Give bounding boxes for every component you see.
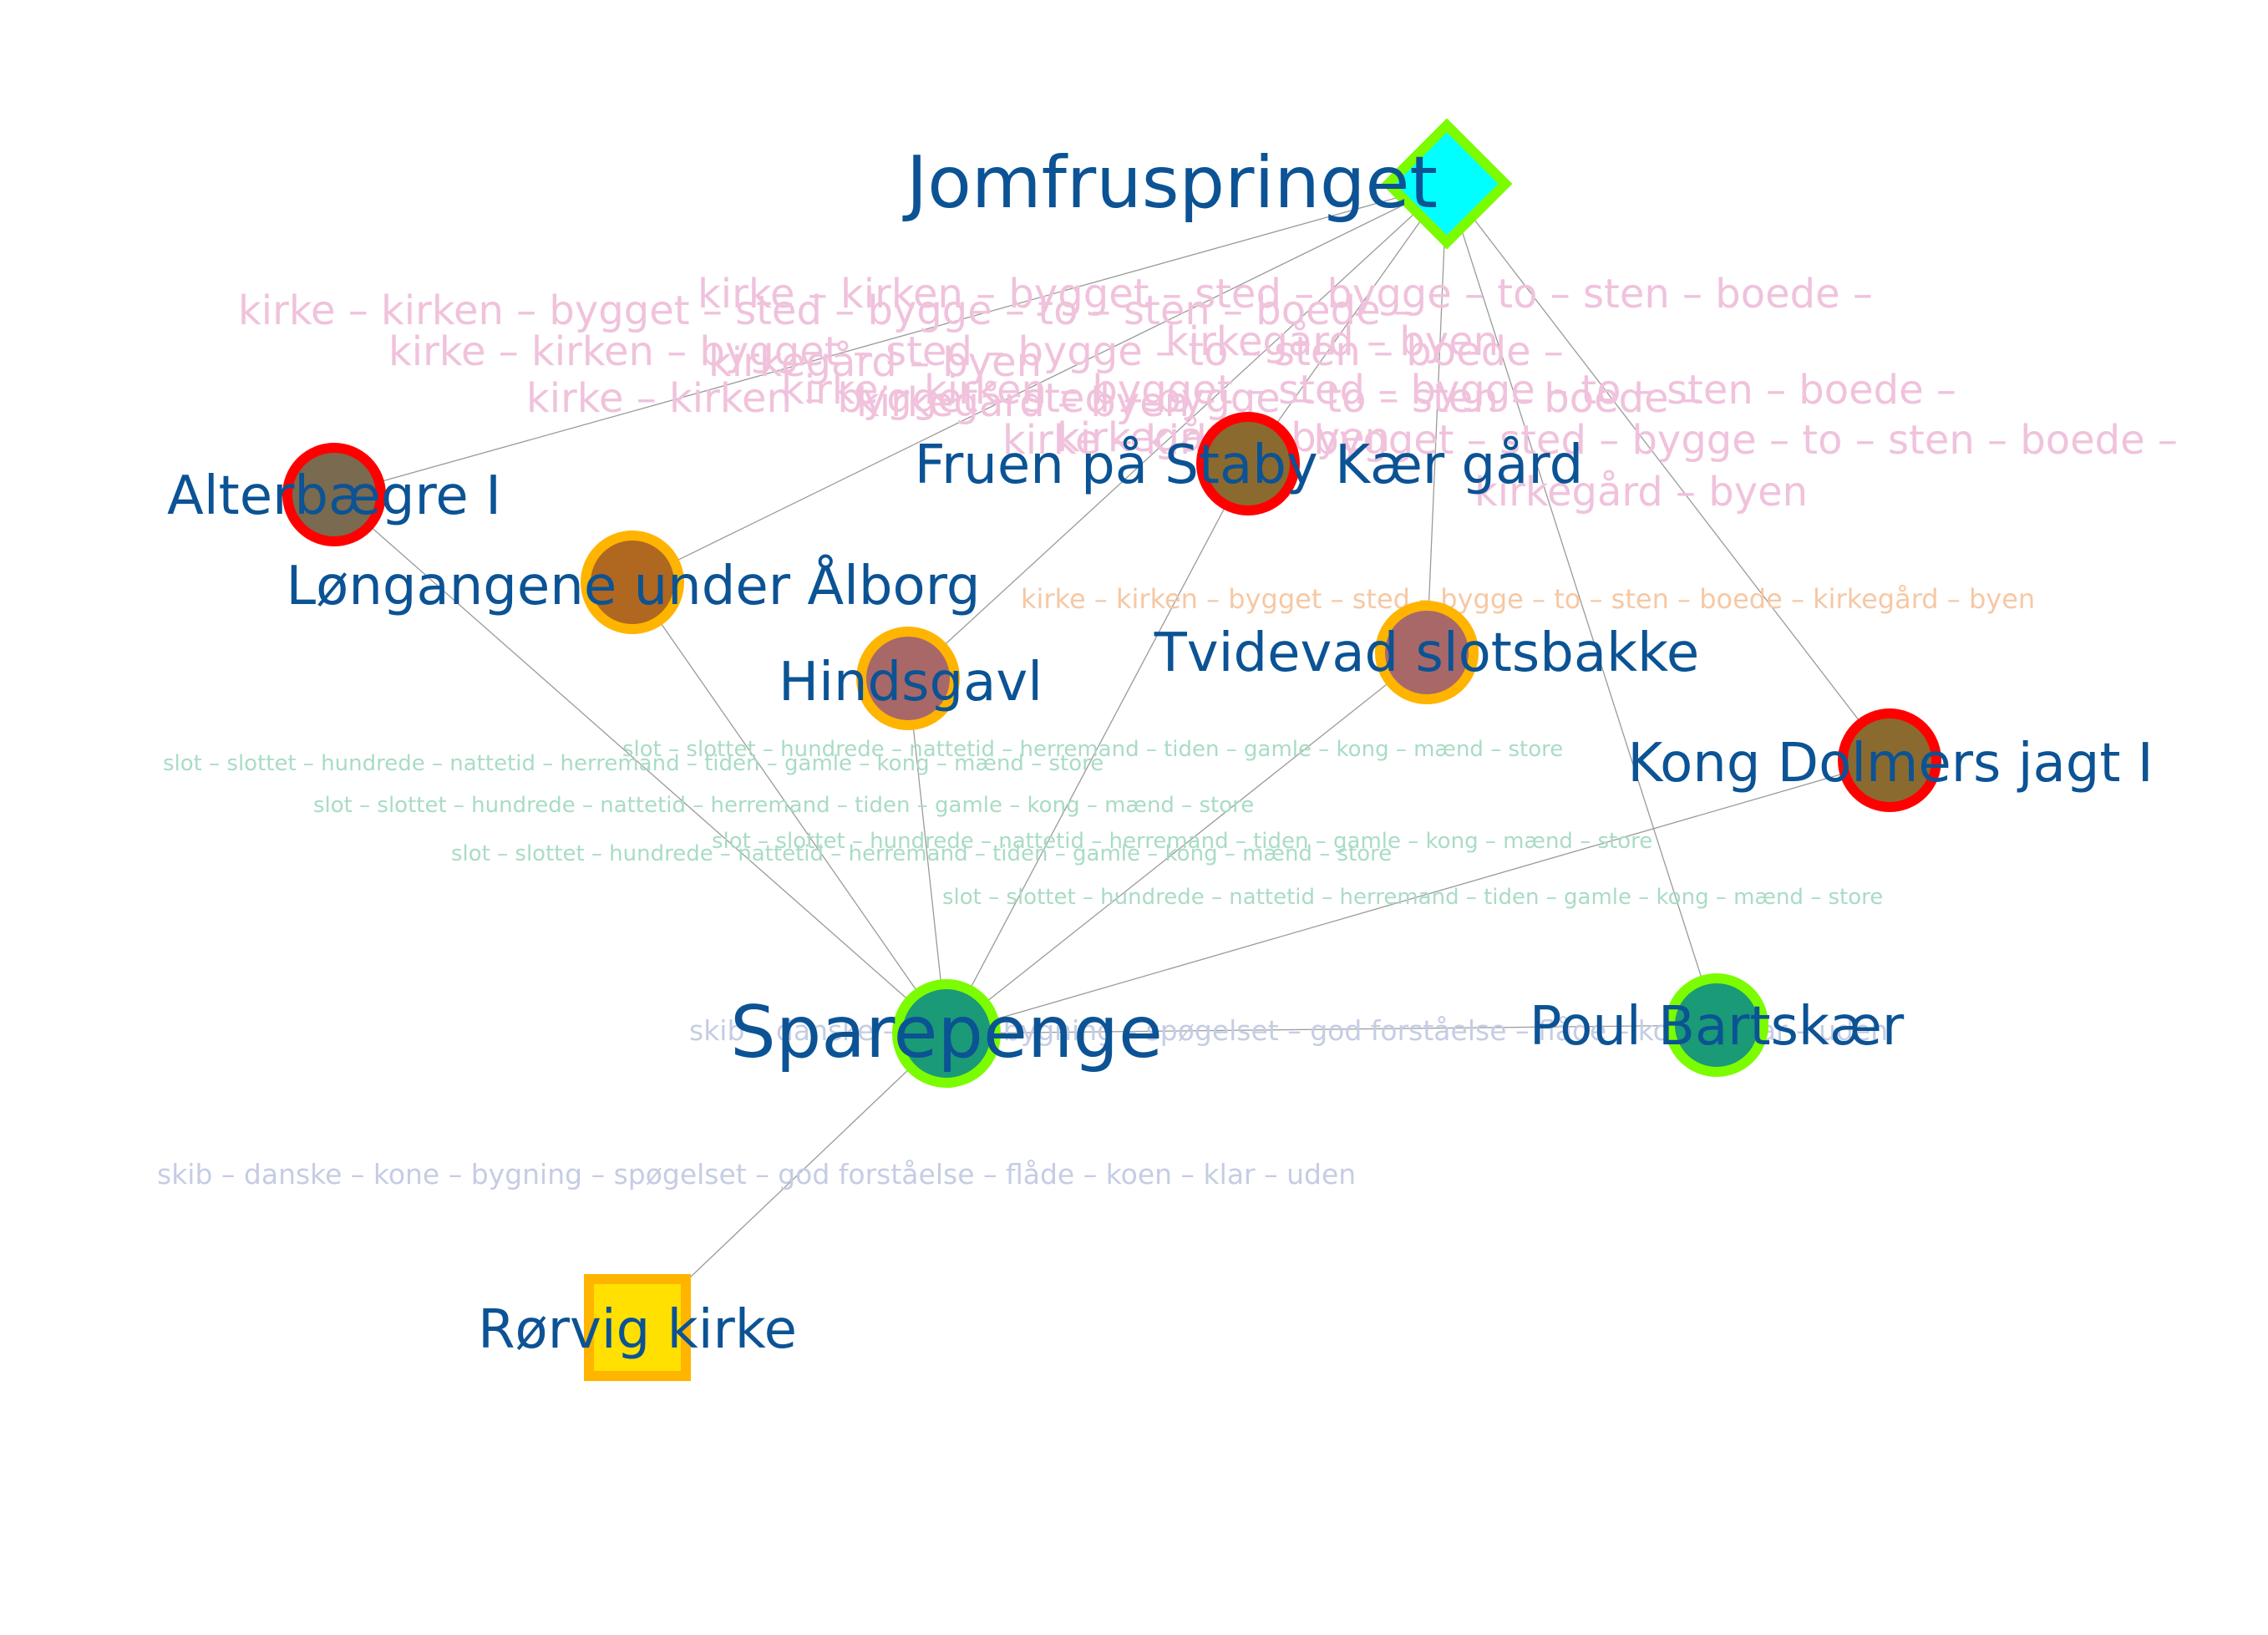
node-label-hindsgavl: Hindsgavl (779, 652, 1043, 713)
edge-jomfruspringet-fruen (1247, 183, 1448, 465)
node-label-jomfruspringet: Jomfruspringet (902, 141, 1438, 225)
topic-label-kirke: kirkegård – byen (856, 379, 1190, 426)
node-label-poulbartskaer: Poul Bartskær (1530, 996, 1905, 1058)
edge-kongdolmer-sparepenge (946, 759, 1890, 1034)
topic-label-slot: slot – slottet – hundrede – nattetid – h… (163, 751, 1104, 776)
edge-jomfruspringet-hindsgavl (907, 183, 1448, 679)
node-fruen[interactable] (1196, 412, 1300, 515)
node-layer (282, 118, 1941, 1381)
edge-hindsgavl-sparepenge (907, 678, 947, 1034)
node-label-layer: Jomfruspringet Alterbægre I Fruen på Sta… (167, 141, 2154, 1361)
topic-label-kirke: kirke – kirken – bygget – sted – bygge –… (781, 367, 1956, 414)
topic-label-kirke: kirke – kirken – bygget – sted – bygge –… (698, 271, 1873, 317)
node-tvidevad[interactable] (1375, 601, 1479, 704)
edge-jomfruspringet-longangene (632, 183, 1448, 583)
edge-tvidevad-sparepenge (946, 652, 1428, 1034)
topic-label-kirke: kirke – kirken – bygget – sted – bygge –… (526, 375, 1702, 422)
edge-layer (333, 183, 1890, 1328)
node-kongdolmer[interactable] (1838, 708, 1941, 812)
edge-sparepenge-poulbartskaer (946, 1024, 1717, 1034)
node-longangene[interactable] (581, 531, 684, 634)
node-label-kongdolmer: Kong Dolmers jagt I (1627, 733, 2153, 795)
topic-label-slot: slot – slottet – hundrede – nattetid – h… (712, 829, 1652, 854)
edge-longangene-sparepenge (632, 581, 947, 1034)
edge-jomfruspringet-kongdolmer (1446, 183, 1890, 761)
topic-label-slot: slot – slottet – hundrede – nattetid – h… (313, 793, 1254, 818)
topic-label-kirke: kirke – kirken – bygget – sted – bygge –… (388, 328, 1564, 375)
node-hindsgavl[interactable] (856, 627, 960, 730)
topic-label-kirke-small: kirke – kirken – bygget – sted – bygge –… (1021, 583, 2035, 615)
edge-jomfruspringet-poulbartskaer (1446, 183, 1717, 1026)
topic-label-slot: slot – slottet – hundrede – nattetid – h… (451, 841, 1392, 866)
topic-label-skib: skib – danske – kone – bygning – spøgels… (157, 1158, 1356, 1191)
edge-jomfruspringet-alterbaegre (333, 183, 1448, 495)
topic-label-slot: slot – slottet – hundrede – nattetid – h… (622, 737, 1563, 762)
node-label-alterbaegre: Alterbægre I (167, 465, 501, 527)
node-alterbaegre[interactable] (282, 443, 386, 546)
edge-alterbaegre-sparepenge (333, 494, 947, 1034)
topic-label-kirke: kirke – kirken – bygget – sted – bygge –… (238, 287, 1413, 334)
topic-label-layer: kirke – kirken – bygget – sted – bygge –… (157, 271, 2178, 1191)
node-poulbartskaer[interactable] (1665, 973, 1768, 1077)
topic-label-slot: slot – slottet – hundrede – nattetid – h… (942, 885, 1883, 910)
node-jomfruspringet[interactable] (1381, 118, 1513, 250)
node-label-tvidevad: Tvidevad slotsbakke (1154, 622, 1700, 684)
node-label-rorvig: Rørvig kirke (478, 1299, 797, 1361)
node-rorvig[interactable] (584, 1274, 691, 1381)
topic-label-kirke: kirkegård – byen (708, 339, 1042, 386)
topic-label-kirke: kirkegård – byen (1474, 469, 1808, 515)
node-label-longangene: Løngangene under Ålborg (287, 554, 981, 617)
node-label-fruen: Fruen på Staby Kær gård (915, 434, 1583, 496)
node-sparepenge[interactable] (892, 979, 1001, 1088)
node-label-sparepenge: Sparepenge (730, 991, 1163, 1074)
edge-jomfruspringet-tvidevad (1426, 183, 1448, 653)
edge-fruen-sparepenge (946, 463, 1249, 1034)
topic-label-kirke: kirkegård – byen (1165, 318, 1499, 365)
